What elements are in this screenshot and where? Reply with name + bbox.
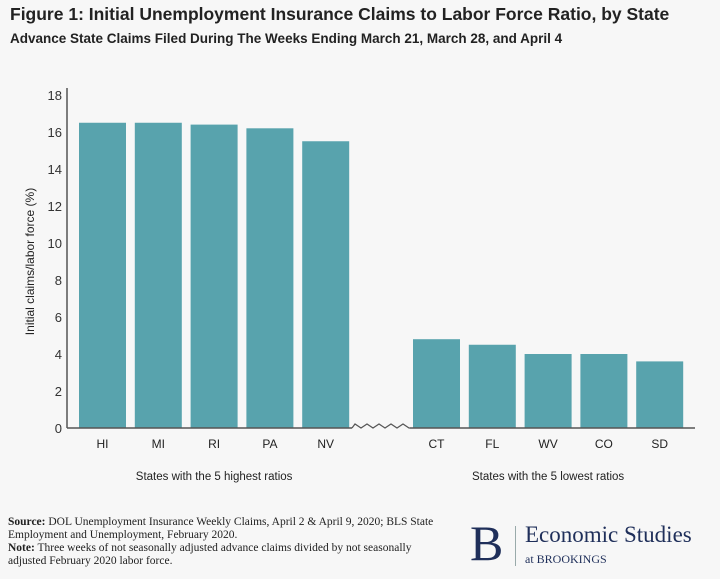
bar-chart: 0 2 4 6 8 10 12 14 16 18 Initial claims/labor forc…: [23, 88, 695, 483]
bar-HI: [79, 122, 126, 428]
y-tick-label: 6: [55, 310, 62, 325]
y-tick-label: 10: [48, 236, 62, 251]
x-tick-label: FL: [485, 437, 499, 451]
x-tick-label: WV: [538, 437, 557, 451]
y-tick-label: 12: [48, 199, 62, 214]
x-tick-label: PA: [262, 437, 277, 451]
y-tick-label: 0: [55, 421, 62, 436]
x-tick-label: SD: [651, 437, 668, 451]
brookings-logo: B Economic Studies at BROOKINGS: [470, 515, 720, 578]
bar-CO: [580, 354, 628, 428]
x-tick-label: MI: [152, 437, 165, 451]
bar-NV: [302, 141, 350, 428]
logo-letter: B: [470, 515, 504, 571]
bar-MI: [134, 122, 182, 428]
x-tick-label: CO: [595, 437, 613, 451]
bar-RI: [190, 124, 238, 428]
logo-divider: [515, 526, 516, 566]
bar-PA: [246, 128, 294, 429]
source-text: DOL Unemployment Insurance Weekly Claims…: [8, 516, 434, 541]
note-label: Note:: [8, 542, 35, 554]
y-axis-label: Initial claims/labor force (%): [23, 188, 37, 335]
bar-SD: [636, 361, 684, 428]
y-tick-label: 4: [55, 347, 62, 362]
x-tick-label: CT: [429, 437, 446, 451]
y-tick-label: 14: [48, 162, 62, 177]
y-tick-label: 2: [55, 384, 62, 399]
chart-title: Figure 1: Initial Unemployment Insurance…: [10, 4, 670, 24]
bar-WV: [524, 354, 572, 428]
bar-FL: [468, 344, 516, 428]
y-tick-label: 18: [48, 88, 62, 103]
source-label: Source:: [8, 516, 46, 528]
logo-name: Economic Studies: [525, 522, 692, 547]
x-tick-label: RI: [208, 437, 220, 451]
bar-CT: [413, 339, 460, 428]
logo-sub: at BROOKINGS: [525, 552, 607, 566]
axis-break-icon: [351, 423, 410, 429]
chart-subtitle: Advance State Claims Filed During The We…: [10, 31, 563, 46]
x-tick-label: NV: [317, 437, 334, 451]
y-tick-label: 16: [48, 125, 62, 140]
x-tick-label: HI: [97, 437, 109, 451]
y-tick-label: 8: [55, 273, 62, 288]
group-label: States with the 5 highest ratios: [136, 471, 293, 483]
group-label: States with the 5 lowest ratios: [472, 471, 624, 483]
note-text: Three weeks of not seasonally adjusted a…: [8, 542, 412, 567]
source-notes: Source: DOL Unemployment Insurance Weekl…: [8, 516, 438, 568]
